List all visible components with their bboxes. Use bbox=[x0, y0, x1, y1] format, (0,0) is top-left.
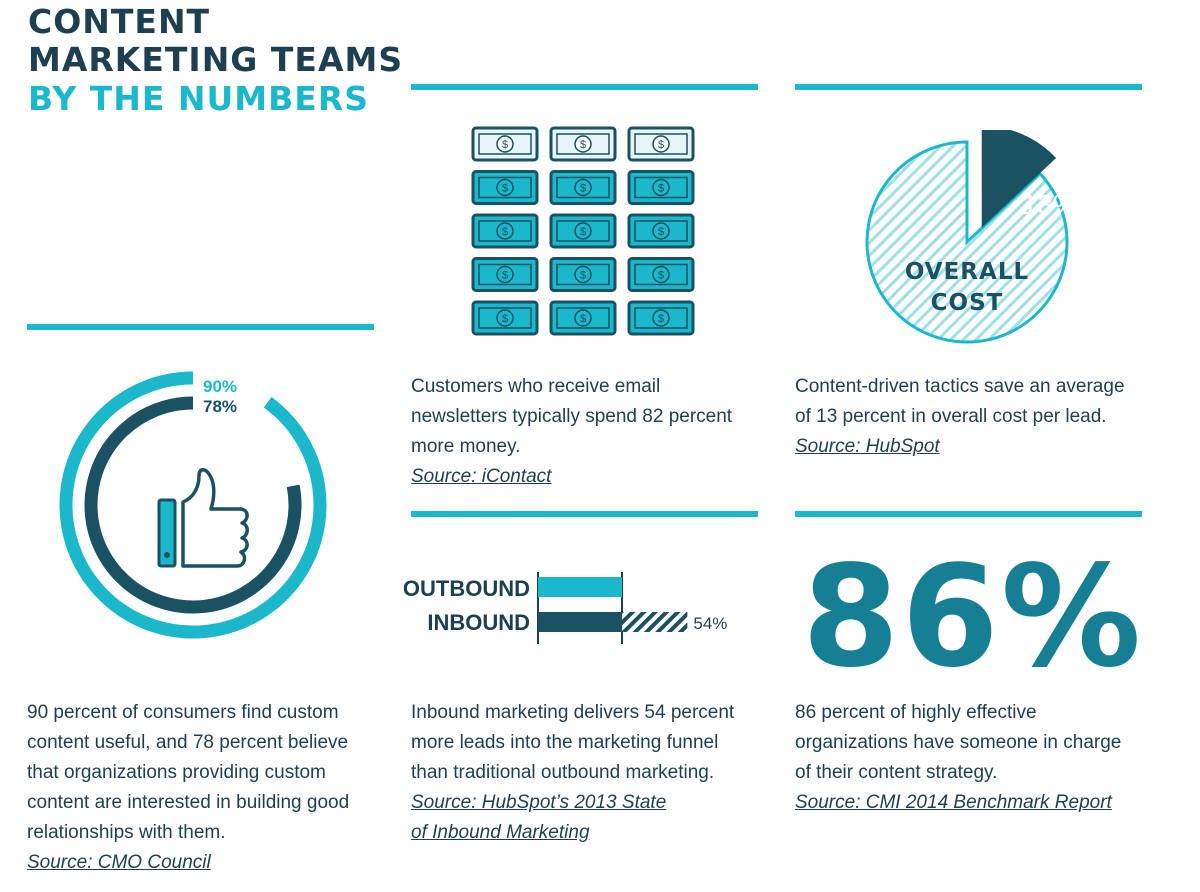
header-title-line-3: BY THE NUMBERS bbox=[28, 79, 370, 118]
divider-mid-right bbox=[795, 511, 1142, 517]
bar-outbound bbox=[538, 577, 622, 597]
svg-text:$: $ bbox=[502, 270, 508, 282]
divider-left bbox=[27, 324, 374, 330]
bar-inbound-extra bbox=[622, 612, 688, 632]
dollar-bill-icon: $ bbox=[471, 213, 539, 249]
bar-label-inbound: INBOUND bbox=[427, 610, 530, 635]
inbound-text: Inbound marketing delivers 54 percent mo… bbox=[411, 702, 735, 783]
dollar-bill-icon: $ bbox=[549, 300, 617, 336]
inbound-bar-chart: 54% bbox=[537, 572, 727, 644]
svg-text:$: $ bbox=[658, 313, 664, 325]
svg-text:$: $ bbox=[502, 313, 508, 325]
donut-ring-inner-78 bbox=[84, 396, 302, 614]
svg-text:$: $ bbox=[502, 139, 508, 151]
consumers-donut-chart: 90% 78% bbox=[59, 371, 327, 639]
svg-text:$: $ bbox=[658, 139, 664, 151]
newsletters-source-link[interactable]: Source: iContact bbox=[411, 466, 552, 487]
svg-text:$: $ bbox=[580, 270, 586, 282]
svg-text:$: $ bbox=[580, 313, 586, 325]
consumers-text: 90 percent of consumers find custom cont… bbox=[27, 702, 350, 843]
strategy-text: 86 percent of highly effective organizat… bbox=[795, 702, 1122, 783]
consumers-caption: 90 percent of consumers find custom cont… bbox=[27, 698, 377, 878]
dollar-bill-icon: $ bbox=[471, 257, 539, 292]
dollar-bill-icon: $ bbox=[627, 170, 695, 205]
pie-slice-remaining bbox=[865, 140, 1069, 344]
dollar-bill-icon: $ bbox=[549, 170, 617, 205]
dollar-bill-icon: $ bbox=[471, 126, 539, 162]
svg-text:$: $ bbox=[658, 270, 664, 282]
inbound-source-link-1[interactable]: Source: HubSpot’s 2013 State bbox=[411, 792, 667, 813]
dollar-bill-icon: $ bbox=[471, 300, 539, 336]
bar-inbound bbox=[538, 612, 622, 632]
dollar-bill-icon: $ bbox=[627, 213, 695, 249]
svg-text:$: $ bbox=[580, 139, 586, 151]
cost-source-link[interactable]: Source: HubSpot bbox=[795, 436, 940, 457]
svg-text:$: $ bbox=[658, 226, 664, 238]
bar-label-outbound: OUTBOUND bbox=[402, 576, 530, 601]
dollar-bill-icon: $ bbox=[549, 126, 617, 162]
cost-caption: Content-driven tactics save an average o… bbox=[795, 372, 1145, 462]
newsletters-text: Customers who receive email newsletters … bbox=[411, 376, 733, 457]
donut-label-90: 90% bbox=[203, 377, 237, 396]
pie-slice-13 bbox=[981, 130, 1057, 228]
bar-extra-label: 54% bbox=[693, 614, 727, 633]
divider-top-right bbox=[795, 84, 1142, 90]
pie-center-label-1: OVERALL bbox=[905, 259, 1029, 285]
dollar-bill-icon: $ bbox=[627, 257, 695, 292]
svg-text:$: $ bbox=[580, 183, 586, 195]
dollar-bill-icon: $ bbox=[627, 300, 695, 336]
inbound-caption: Inbound marketing delivers 54 percent mo… bbox=[411, 698, 756, 848]
strategy-caption: 86 percent of highly effective organizat… bbox=[795, 698, 1140, 818]
divider-mid-middle bbox=[411, 511, 758, 517]
dollar-bill-icon: $ bbox=[471, 170, 539, 205]
pie-slice-label: 13% bbox=[1022, 189, 1078, 220]
money-pictogram: $ $ $ $ $ $ $ $ $ $ $ $ $ $ $ bbox=[471, 126, 695, 336]
consumers-source-link[interactable]: Source: CMO Council bbox=[27, 852, 211, 873]
inbound-source-link-2[interactable]: of Inbound Marketing bbox=[411, 822, 590, 843]
header-title-line-2: MARKETING TEAMS bbox=[28, 40, 404, 79]
dollar-bill-icon: $ bbox=[627, 126, 695, 162]
pie-center-label-2: COST bbox=[931, 290, 1004, 316]
donut-label-78: 78% bbox=[203, 397, 237, 416]
svg-text:$: $ bbox=[580, 226, 586, 238]
newsletters-caption: Customers who receive email newsletters … bbox=[411, 372, 761, 492]
cost-text: Content-driven tactics save an average o… bbox=[795, 376, 1125, 427]
thumbs-up-icon bbox=[157, 468, 249, 568]
overall-cost-pie-chart: 13% OVERALL COST bbox=[865, 130, 1078, 344]
svg-text:$: $ bbox=[502, 226, 508, 238]
donut-ring-outer-90 bbox=[59, 371, 327, 639]
dollar-bill-icon: $ bbox=[549, 213, 617, 249]
svg-text:$: $ bbox=[658, 183, 664, 195]
divider-top-middle bbox=[411, 84, 758, 90]
svg-text:$: $ bbox=[502, 183, 508, 195]
strategy-source-link[interactable]: Source: CMI 2014 Benchmark Report bbox=[795, 792, 1112, 813]
dollar-bill-icon: $ bbox=[549, 257, 617, 292]
header-title-line-1: CONTENT bbox=[28, 2, 211, 41]
big-stat-86: 86% bbox=[802, 536, 1144, 699]
